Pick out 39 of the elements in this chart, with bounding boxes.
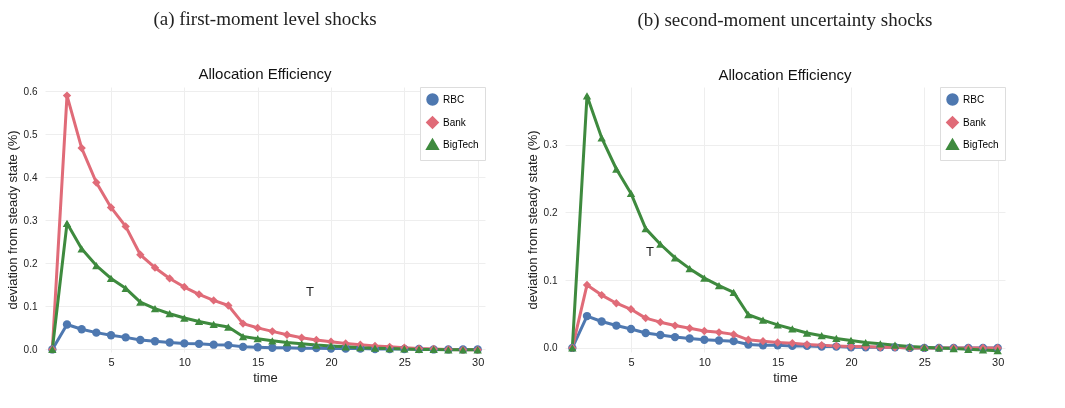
y-tick-label: 0.3 (543, 139, 558, 151)
y-tick-label: 0.0 (23, 343, 38, 355)
legend-label: BigTech (443, 138, 479, 150)
annotation: T (646, 244, 655, 259)
annotation: T (306, 284, 315, 299)
x-tick-label: 25 (918, 355, 931, 368)
x-tick-label: 5 (628, 355, 635, 368)
chart-subtitle: Allocation Efficiency (718, 65, 853, 83)
x-tick-label: 10 (698, 355, 711, 368)
x-tick-label: 30 (472, 355, 485, 368)
chart-title: (a) first-moment level shocks (153, 8, 377, 31)
y-tick-label: 0.5 (23, 128, 38, 140)
x-tick-label: 15 (772, 355, 785, 368)
x-tick-label: 20 (845, 355, 858, 368)
y-tick-label: 0.0 (543, 342, 558, 354)
y-tick-label: 0.1 (543, 274, 558, 286)
y-tick-label: 0.2 (23, 257, 38, 269)
chart-title: (b) second-moment uncertainty shocks (637, 8, 933, 31)
x-tick-label: 5 (108, 355, 115, 368)
legend-label: Bank (963, 116, 987, 128)
legend-label: BigTech (963, 138, 999, 150)
legend-label: RBC (963, 93, 985, 105)
y-axis-title: deviation from steady state (%) (4, 130, 20, 310)
x-tick-label: 15 (252, 355, 265, 368)
y-tick-label: 0.2 (543, 206, 558, 218)
x-tick-label: 30 (992, 355, 1005, 368)
x-tick-label: 25 (398, 355, 411, 368)
y-tick-label: 0.6 (23, 85, 38, 97)
y-tick-label: 0.4 (23, 171, 38, 183)
y-axis-title: deviation from steady state (%) (524, 130, 540, 310)
legend-label: Bank (443, 116, 467, 128)
y-tick-label: 0.1 (23, 300, 38, 312)
y-tick-label: 0.3 (23, 214, 38, 226)
x-tick-label: 10 (178, 355, 191, 368)
x-tick-label: 20 (325, 355, 338, 368)
x-axis-title: time (773, 369, 798, 385)
legend-label: RBC (443, 93, 465, 105)
x-axis-title: time (253, 369, 278, 385)
chart-subtitle: Allocation Efficiency (198, 65, 333, 83)
